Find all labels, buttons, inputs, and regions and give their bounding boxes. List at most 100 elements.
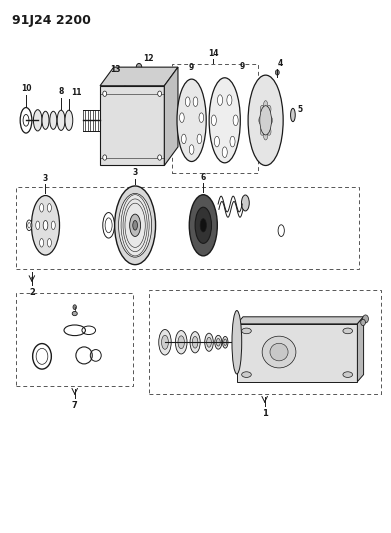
Ellipse shape — [103, 155, 107, 160]
Ellipse shape — [28, 223, 30, 228]
Bar — [16, 187, 359, 269]
Ellipse shape — [39, 239, 43, 247]
Ellipse shape — [189, 145, 194, 155]
Ellipse shape — [133, 221, 138, 230]
Ellipse shape — [222, 336, 228, 348]
Ellipse shape — [65, 110, 73, 131]
Ellipse shape — [23, 115, 29, 126]
Ellipse shape — [217, 95, 222, 106]
Bar — [16, 293, 133, 386]
Ellipse shape — [161, 335, 169, 349]
Text: 4: 4 — [277, 59, 283, 68]
Ellipse shape — [50, 111, 57, 130]
Ellipse shape — [209, 78, 240, 163]
Bar — [172, 64, 258, 173]
Ellipse shape — [230, 136, 235, 147]
Ellipse shape — [207, 337, 212, 347]
Text: 3: 3 — [133, 168, 138, 177]
Ellipse shape — [115, 186, 156, 265]
Ellipse shape — [214, 136, 219, 147]
Text: 14: 14 — [208, 49, 218, 58]
Ellipse shape — [215, 335, 222, 349]
Ellipse shape — [103, 91, 107, 96]
Ellipse shape — [269, 117, 273, 124]
Ellipse shape — [27, 220, 32, 231]
Ellipse shape — [47, 239, 51, 247]
Text: 5: 5 — [298, 105, 303, 114]
Ellipse shape — [242, 328, 251, 334]
Ellipse shape — [158, 155, 161, 160]
Ellipse shape — [216, 338, 220, 346]
Polygon shape — [100, 86, 164, 165]
Ellipse shape — [267, 106, 271, 113]
Ellipse shape — [262, 336, 296, 368]
Text: 10: 10 — [21, 84, 31, 93]
Polygon shape — [237, 317, 364, 324]
Ellipse shape — [343, 328, 353, 334]
Ellipse shape — [73, 305, 77, 310]
Ellipse shape — [158, 91, 161, 96]
Polygon shape — [237, 324, 357, 382]
Ellipse shape — [260, 128, 264, 135]
Text: 7: 7 — [72, 401, 77, 410]
Ellipse shape — [227, 95, 232, 106]
Ellipse shape — [195, 207, 212, 244]
Text: 11: 11 — [72, 88, 82, 98]
Ellipse shape — [31, 196, 59, 255]
Ellipse shape — [192, 336, 198, 348]
Text: 3: 3 — [43, 174, 48, 183]
Ellipse shape — [118, 193, 152, 257]
Ellipse shape — [47, 204, 51, 212]
Ellipse shape — [362, 315, 368, 323]
Polygon shape — [357, 317, 364, 382]
Ellipse shape — [248, 75, 283, 165]
Ellipse shape — [199, 113, 204, 123]
Ellipse shape — [36, 221, 39, 230]
Ellipse shape — [264, 101, 267, 108]
Ellipse shape — [190, 332, 200, 353]
Ellipse shape — [267, 128, 271, 135]
Ellipse shape — [275, 70, 279, 75]
Ellipse shape — [178, 336, 185, 349]
Ellipse shape — [222, 147, 227, 158]
Ellipse shape — [33, 110, 42, 131]
Ellipse shape — [42, 111, 49, 130]
Text: 6: 6 — [201, 173, 206, 182]
Polygon shape — [164, 67, 178, 165]
Bar — [149, 290, 380, 394]
Text: 2: 2 — [29, 288, 35, 297]
Text: 1: 1 — [262, 409, 267, 418]
Ellipse shape — [193, 97, 198, 107]
Ellipse shape — [181, 134, 186, 144]
Ellipse shape — [20, 108, 32, 133]
Ellipse shape — [270, 343, 288, 361]
Ellipse shape — [233, 115, 238, 126]
Ellipse shape — [185, 97, 190, 107]
Ellipse shape — [39, 204, 43, 212]
Ellipse shape — [200, 219, 206, 232]
Text: 12: 12 — [143, 54, 153, 63]
Ellipse shape — [259, 117, 263, 124]
Ellipse shape — [343, 372, 353, 377]
Ellipse shape — [124, 86, 129, 93]
Ellipse shape — [260, 106, 264, 113]
Ellipse shape — [189, 195, 217, 256]
Ellipse shape — [224, 339, 227, 345]
Text: 9: 9 — [189, 63, 194, 72]
Ellipse shape — [242, 195, 249, 211]
Ellipse shape — [179, 113, 184, 123]
Ellipse shape — [177, 79, 206, 161]
Ellipse shape — [264, 133, 267, 140]
Ellipse shape — [159, 329, 171, 355]
Ellipse shape — [242, 372, 251, 377]
Ellipse shape — [197, 134, 202, 144]
Text: 8: 8 — [58, 87, 64, 96]
Ellipse shape — [175, 330, 187, 354]
Ellipse shape — [136, 63, 142, 71]
Ellipse shape — [72, 311, 77, 316]
Polygon shape — [100, 67, 178, 86]
Ellipse shape — [211, 115, 216, 126]
Ellipse shape — [43, 221, 48, 230]
Ellipse shape — [291, 108, 295, 122]
Ellipse shape — [130, 214, 141, 237]
